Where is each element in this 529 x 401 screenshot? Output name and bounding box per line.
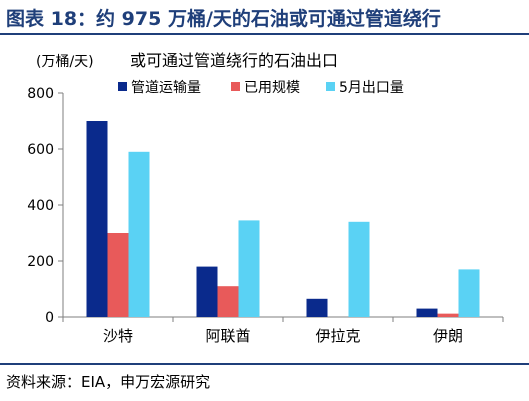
- bar-2-1: [107, 233, 129, 317]
- bar-1-3: [306, 298, 328, 317]
- x-tick-label: 阿联酋: [205, 327, 250, 345]
- bar-1-1: [86, 121, 108, 317]
- bar-3-4: [458, 269, 480, 317]
- bar-1-4: [416, 308, 438, 317]
- y-axis-label: (万桶/天): [36, 54, 94, 70]
- figure-title: 图表 18：约 975 万桶/天的石油或可通过管道绕行: [6, 8, 441, 30]
- bar-3-2: [238, 220, 260, 317]
- axes: 0 200 400 600 800 沙特 阿联酋 伊拉克 伊朗: [27, 86, 504, 345]
- title-rule: [0, 33, 529, 35]
- bar-2-2: [217, 286, 239, 317]
- bar-chart: 或可通过管道绕行的石油出口 (万桶/天) 管道运输量 已用规模 5月出口量 0 200…: [27, 51, 504, 345]
- x-tick-label: 伊拉克: [315, 327, 360, 345]
- y-tick-label: 0: [45, 310, 54, 326]
- x-tick-label: 沙特: [103, 327, 133, 345]
- bars: [86, 121, 480, 317]
- legend-label: 5月出口量: [339, 80, 404, 96]
- legend-swatch: [231, 82, 240, 91]
- y-tick-label: 200: [27, 254, 54, 270]
- bar-3-3: [348, 221, 370, 317]
- source-rule: [0, 363, 529, 365]
- bar-2-4: [437, 313, 459, 317]
- chart-title: 或可通过管道绕行的石油出口: [130, 51, 338, 70]
- y-tick-label: 400: [27, 198, 54, 214]
- legend-label: 已用规模: [244, 80, 300, 96]
- y-tick-label: 800: [27, 86, 54, 102]
- bar-3-1: [128, 151, 150, 317]
- legend-swatch: [118, 82, 127, 91]
- x-tick-label: 伊朗: [433, 327, 463, 345]
- y-tick-label: 600: [27, 142, 54, 158]
- legend-swatch: [326, 82, 335, 91]
- source-note: 资料来源：EIA，申万宏源研究: [6, 373, 211, 391]
- legend: 管道运输量 已用规模 5月出口量: [118, 80, 404, 96]
- legend-label: 管道运输量: [131, 80, 201, 96]
- bar-1-2: [196, 266, 218, 317]
